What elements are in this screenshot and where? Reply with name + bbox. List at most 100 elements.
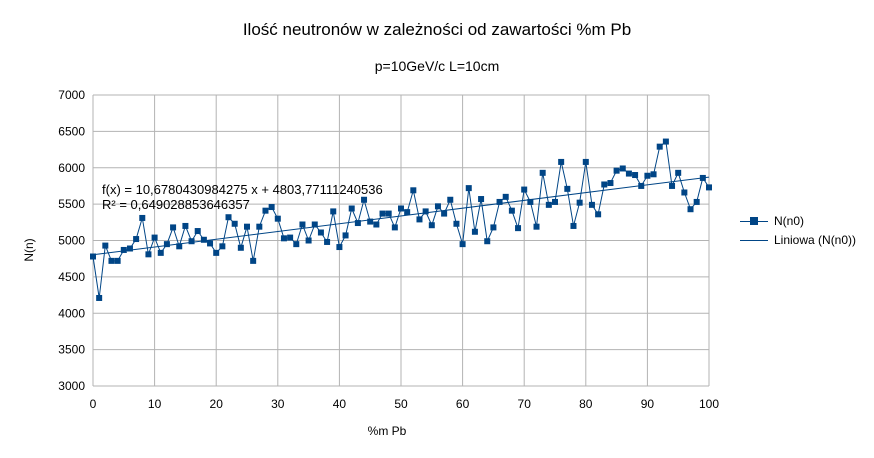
data-point <box>662 138 669 145</box>
data-point <box>219 243 226 250</box>
data-point <box>502 193 509 200</box>
data-point <box>324 238 331 245</box>
data-point <box>194 228 201 235</box>
data-point <box>299 221 306 228</box>
data-point <box>619 165 626 172</box>
data-point <box>287 234 294 241</box>
data-point <box>490 224 497 231</box>
data-point <box>398 205 404 212</box>
x-tick-label: 40 <box>333 397 347 411</box>
x-tick-label: 90 <box>641 397 655 411</box>
data-point <box>558 158 565 165</box>
legend-square-marker-icon <box>740 215 768 227</box>
data-point <box>133 236 140 243</box>
data-point <box>613 167 620 174</box>
legend: N(n0) Liniowa (N(n0)) <box>740 211 856 249</box>
data-point <box>157 249 164 256</box>
data-point <box>102 242 109 249</box>
data-point <box>527 198 534 205</box>
legend-label-series: N(n0) <box>774 213 805 228</box>
data-point <box>539 169 546 176</box>
data-point <box>244 223 250 230</box>
data-point <box>564 185 571 192</box>
y-tick-label: 4000 <box>58 306 85 320</box>
data-point <box>305 237 312 244</box>
data-point <box>434 203 441 210</box>
trendline-annotation: f(x) = 10,6780430984275 x + 4803,7711124… <box>102 182 383 212</box>
data-point <box>114 257 121 264</box>
data-point <box>576 199 583 206</box>
data-point <box>207 240 214 247</box>
data-point <box>293 241 300 248</box>
x-tick-label: 50 <box>394 397 408 411</box>
data-point <box>176 243 183 250</box>
data-point <box>428 222 435 229</box>
x-tick-label: 100 <box>699 397 719 411</box>
data-point <box>391 224 398 231</box>
data-point <box>311 221 318 228</box>
y-axis-label: N(n) <box>22 238 36 262</box>
data-point <box>385 210 392 217</box>
data-point <box>656 143 663 150</box>
data-point <box>601 181 608 188</box>
data-point <box>687 206 694 213</box>
data-point <box>330 208 337 215</box>
data-point <box>453 220 460 227</box>
data-point <box>225 214 232 221</box>
data-point <box>521 186 528 193</box>
data-point <box>237 244 244 251</box>
y-tick-label: 7000 <box>58 88 85 102</box>
x-tick-label: 60 <box>456 397 470 411</box>
x-tick-label: 10 <box>148 397 162 411</box>
data-point <box>447 196 454 203</box>
x-tick-label: 20 <box>210 397 224 411</box>
data-point <box>145 251 152 258</box>
y-tick-label: 3000 <box>58 379 85 393</box>
data-point <box>410 187 417 194</box>
data-point <box>367 218 374 225</box>
data-point <box>582 158 589 165</box>
legend-item-series: N(n0) <box>740 211 856 230</box>
data-point <box>484 238 491 245</box>
data-point <box>256 223 263 230</box>
data-point <box>632 172 639 179</box>
data-point <box>699 174 706 181</box>
data-point <box>644 172 651 179</box>
legend-item-trendline: Liniowa (N(n0)) <box>740 230 856 249</box>
y-tick-label: 4500 <box>58 270 85 284</box>
data-point <box>478 196 485 203</box>
data-point <box>200 236 207 243</box>
data-point <box>354 220 361 227</box>
data-point <box>250 257 257 264</box>
x-tick-label: 30 <box>271 397 285 411</box>
x-tick-label: 80 <box>579 397 593 411</box>
data-point <box>681 189 688 196</box>
data-point <box>607 180 614 187</box>
data-point <box>471 228 478 235</box>
legend-line-icon <box>740 234 768 246</box>
data-point <box>552 198 558 205</box>
data-point <box>280 235 287 242</box>
data-point <box>508 207 515 214</box>
data-point <box>163 241 170 248</box>
data-point <box>96 294 103 301</box>
data-point <box>638 182 645 189</box>
trendline-equation: f(x) = 10,6780430984275 x + 4803,7711124… <box>102 182 383 197</box>
data-point <box>570 222 577 229</box>
y-tick-label: 6000 <box>58 161 85 175</box>
data-point <box>262 207 269 214</box>
data-point <box>90 253 96 260</box>
data-point <box>379 210 386 217</box>
data-point <box>693 198 700 205</box>
data-point <box>348 205 355 212</box>
x-axis-label: %m Pb <box>367 424 407 438</box>
y-tick-label: 6500 <box>58 124 85 138</box>
data-point <box>213 249 220 256</box>
data-point <box>317 229 324 236</box>
data-point <box>268 204 275 211</box>
data-point <box>706 184 712 191</box>
chart-subtitle: p=10GeV/c L=10cm <box>374 58 500 74</box>
y-tick-label: 3500 <box>58 343 85 357</box>
data-point <box>231 220 238 227</box>
